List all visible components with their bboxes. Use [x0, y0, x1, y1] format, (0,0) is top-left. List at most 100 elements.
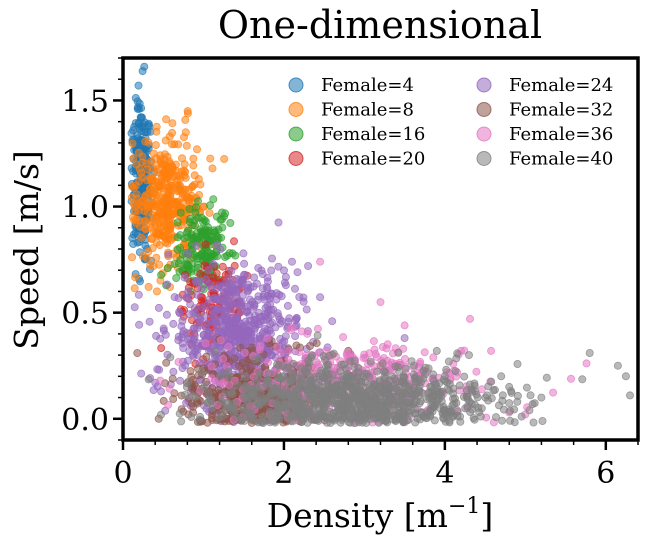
data-point	[140, 62, 149, 71]
data-point	[131, 215, 140, 224]
data-point	[186, 300, 195, 309]
data-point	[131, 273, 140, 282]
data-point	[428, 400, 437, 409]
data-point	[133, 349, 142, 358]
data-point	[146, 261, 155, 270]
data-point	[192, 145, 201, 154]
data-point	[357, 409, 366, 418]
data-point	[135, 104, 144, 113]
data-point	[203, 418, 212, 427]
data-point	[305, 341, 314, 350]
data-point	[420, 348, 429, 357]
data-point	[206, 154, 215, 163]
data-point	[138, 158, 147, 167]
x-tick-label: 6	[596, 456, 615, 491]
data-point	[216, 215, 225, 224]
data-point	[186, 367, 195, 376]
data-point	[410, 397, 419, 406]
data-point	[208, 164, 217, 173]
data-point	[491, 413, 500, 422]
data-point	[405, 409, 414, 418]
data-point	[422, 395, 431, 404]
data-point	[246, 361, 255, 370]
legend-label: Female=36	[509, 124, 613, 145]
data-point	[201, 240, 210, 249]
data-point	[451, 367, 460, 376]
data-point	[263, 325, 272, 334]
legend-marker	[476, 151, 492, 166]
data-point	[244, 397, 253, 406]
data-point	[152, 190, 161, 199]
data-point	[465, 314, 474, 323]
legend-label: Female=24	[509, 75, 613, 96]
data-point	[274, 218, 283, 227]
data-point	[262, 397, 271, 406]
data-point	[197, 303, 206, 312]
data-point	[219, 282, 228, 291]
data-point	[151, 177, 160, 186]
data-point	[152, 238, 161, 247]
data-point	[169, 319, 178, 328]
data-point	[177, 167, 186, 176]
data-point	[160, 196, 169, 205]
data-point	[281, 281, 290, 290]
legend-marker	[288, 77, 304, 93]
data-point	[506, 416, 515, 425]
data-points	[127, 32, 635, 427]
data-point	[192, 241, 201, 250]
data-point	[188, 350, 197, 359]
data-point	[180, 234, 189, 243]
data-point	[268, 388, 277, 397]
data-point	[323, 413, 332, 422]
data-point	[165, 384, 174, 393]
data-point	[254, 397, 263, 406]
data-point	[497, 372, 506, 381]
data-point	[214, 413, 223, 422]
data-point	[526, 391, 535, 400]
legend-item: Female=16	[288, 124, 425, 145]
data-point	[205, 201, 214, 210]
data-point	[204, 398, 213, 407]
data-point	[303, 389, 312, 398]
data-point	[255, 369, 264, 378]
data-point	[218, 321, 227, 330]
data-point	[164, 221, 173, 230]
data-point	[151, 141, 160, 150]
data-point	[254, 354, 263, 363]
x-axis-label-main: Density [m	[267, 496, 448, 535]
data-point	[163, 280, 172, 289]
data-point	[391, 362, 400, 371]
data-point	[172, 274, 181, 283]
data-point	[322, 400, 331, 409]
data-point	[530, 399, 539, 408]
data-point	[240, 348, 249, 357]
data-point	[295, 348, 304, 357]
data-point	[402, 390, 411, 399]
data-point	[200, 228, 209, 237]
data-point	[143, 208, 152, 217]
data-point	[538, 416, 547, 425]
data-point	[513, 359, 522, 368]
data-point	[143, 254, 152, 263]
data-point	[174, 357, 183, 366]
data-point	[325, 381, 334, 390]
data-point	[267, 266, 276, 275]
data-point	[349, 389, 358, 398]
data-point	[303, 418, 312, 427]
data-point	[197, 213, 206, 222]
data-point	[472, 367, 481, 376]
data-point	[204, 388, 213, 397]
data-point	[137, 32, 144, 39]
data-point	[164, 400, 173, 409]
chart-title: One-dimensional	[218, 3, 542, 47]
data-point	[166, 353, 175, 362]
data-point	[239, 249, 248, 258]
data-point	[130, 122, 139, 131]
data-point	[211, 227, 220, 236]
data-point	[224, 342, 233, 351]
data-point	[416, 377, 425, 386]
data-point	[143, 165, 152, 174]
data-point	[155, 260, 164, 269]
data-point	[193, 290, 202, 299]
data-point	[272, 401, 281, 410]
